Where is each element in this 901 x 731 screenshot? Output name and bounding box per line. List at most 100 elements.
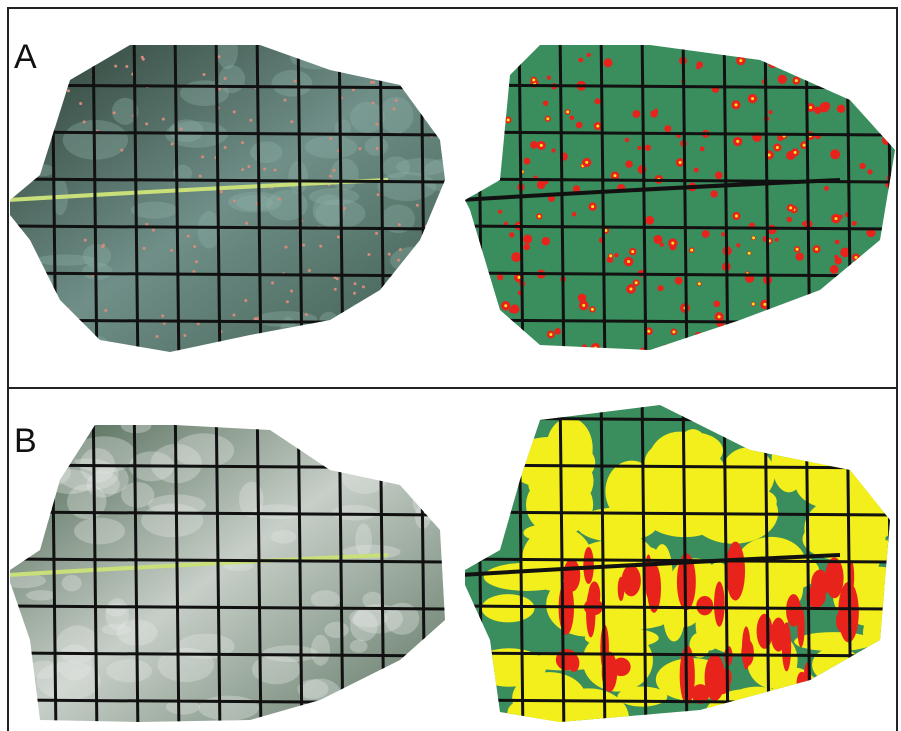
lesion <box>388 355 391 358</box>
lesion <box>161 117 165 121</box>
lesion <box>179 127 183 131</box>
lesion <box>244 299 248 303</box>
grid-wire <box>476 45 484 350</box>
texture <box>169 119 204 143</box>
lesion <box>283 98 287 102</box>
lesion <box>368 305 372 309</box>
severe-area <box>714 581 725 627</box>
texture <box>391 320 427 341</box>
lesion-core <box>546 117 550 121</box>
lesion <box>376 193 380 197</box>
texture <box>67 484 107 520</box>
lesion <box>664 125 672 133</box>
lesion-core <box>734 214 738 218</box>
texture <box>251 654 301 685</box>
lesion <box>878 69 885 76</box>
lesion <box>523 157 531 165</box>
texture <box>384 602 420 635</box>
grid-wire <box>465 224 895 231</box>
lesion-core <box>539 143 543 147</box>
lesion-core <box>665 347 669 350</box>
lesion <box>114 64 118 68</box>
lesion-core <box>794 79 798 83</box>
lesion <box>408 303 412 307</box>
lesion <box>367 252 371 256</box>
grid-wire <box>681 405 689 722</box>
lesion-core <box>555 347 559 350</box>
texture <box>312 194 346 227</box>
lesion <box>603 58 613 68</box>
lesion-core <box>865 275 869 279</box>
lesion <box>874 274 882 283</box>
severe-area <box>583 546 594 585</box>
stress-area <box>815 493 890 546</box>
lesion <box>859 162 866 170</box>
severe-area <box>725 541 746 601</box>
stress-area <box>867 664 890 688</box>
lesion <box>375 122 379 126</box>
lesion-core <box>590 307 594 311</box>
lesion-core <box>744 337 748 341</box>
lesion-core <box>726 352 729 355</box>
texture <box>355 523 372 557</box>
lesion-core <box>763 302 767 306</box>
texture <box>330 158 359 191</box>
lesion-core <box>794 301 798 305</box>
lesion <box>769 314 775 321</box>
lesion <box>857 258 867 268</box>
lesion <box>245 221 249 225</box>
grid-wire <box>465 557 890 564</box>
grid-wire <box>10 271 445 278</box>
grid-wire <box>132 425 140 722</box>
lesion <box>829 265 839 274</box>
severe-area <box>796 671 808 695</box>
lesion-core <box>697 282 701 286</box>
severe-area <box>756 613 773 649</box>
lesion-core <box>500 347 504 350</box>
lesion <box>232 199 236 203</box>
grid-wire <box>50 45 58 352</box>
lesion <box>768 59 777 69</box>
grid-wire <box>10 510 445 517</box>
lesion <box>271 281 275 285</box>
lesion-core <box>775 334 779 338</box>
texture <box>270 530 297 544</box>
lesion <box>586 52 591 58</box>
texture <box>157 647 214 683</box>
texture <box>390 47 426 68</box>
lesion <box>774 237 779 242</box>
lesion <box>304 53 308 57</box>
texture <box>255 311 318 328</box>
lesion <box>645 215 655 225</box>
texture <box>362 591 384 609</box>
lesion <box>510 304 520 314</box>
lesion <box>82 120 86 124</box>
lesion <box>394 99 398 103</box>
stress-area <box>736 536 807 592</box>
lesion <box>852 86 858 93</box>
texture <box>322 45 354 62</box>
lesion <box>853 323 860 330</box>
lesion <box>653 234 663 244</box>
texture <box>111 97 139 125</box>
stress-area <box>720 447 775 503</box>
lesion <box>359 346 363 350</box>
lesion <box>662 344 672 350</box>
texture <box>216 45 238 70</box>
lesion <box>714 171 723 180</box>
lesion <box>83 238 87 242</box>
lesion-core <box>604 229 608 233</box>
grid-wire <box>465 130 895 137</box>
grid-wire <box>419 45 427 352</box>
lesion <box>372 80 376 84</box>
lesion <box>750 51 758 59</box>
lesion <box>223 145 227 149</box>
lesion <box>369 80 373 84</box>
texture <box>23 458 71 487</box>
texture <box>367 306 428 344</box>
grid-wire <box>599 405 607 722</box>
lesion-core <box>789 206 793 210</box>
lesion-core <box>793 150 797 154</box>
grid-wire <box>476 405 484 722</box>
